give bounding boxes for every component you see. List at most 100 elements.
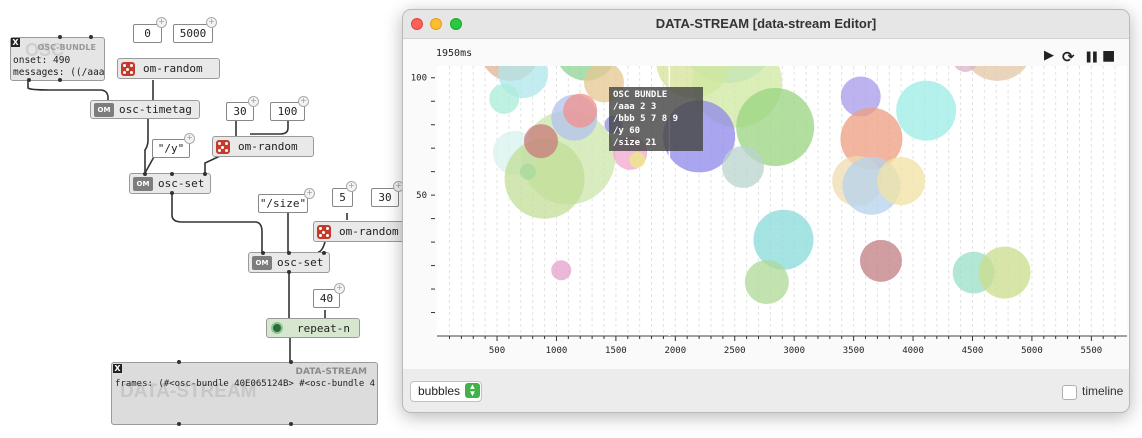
add-input-icon[interactable]: + [206, 17, 217, 28]
x-tick-label: 5000 [1021, 346, 1043, 356]
bubble[interactable] [563, 93, 598, 128]
number-value: 100 [277, 105, 298, 118]
string-box-y[interactable]: "/y" [152, 139, 190, 158]
display-mode-select[interactable]: bubbles ▲ ▼ [410, 381, 482, 402]
bubble[interactable] [629, 151, 646, 168]
box-label: repeat-n [297, 321, 350, 335]
dice-icon [216, 139, 230, 154]
stop-icon[interactable]: ■ [1102, 48, 1116, 64]
x-tick-label: 1000 [546, 346, 568, 356]
number-value: 40 [319, 292, 334, 305]
add-input-icon[interactable]: + [304, 188, 315, 199]
x-tick-label: 1500 [605, 346, 627, 356]
data-stream-frames: frames: (#<osc-bundle 40E065124B> #<osc-… [115, 379, 376, 389]
om-icon: OM [133, 176, 153, 191]
osc-bundle-onset: onset: 490 [13, 55, 71, 66]
close-icon[interactable]: X [11, 38, 20, 47]
bubble[interactable] [741, 39, 761, 45]
bubble[interactable] [806, 39, 880, 65]
bubble[interactable] [840, 76, 881, 117]
number-box-min[interactable]: 5 [332, 188, 353, 207]
number-value: 30 [378, 191, 392, 204]
x-tick-label: 4000 [902, 346, 924, 356]
tooltip-line: /aaa 2 3 [613, 102, 657, 112]
bubble[interactable] [952, 46, 978, 72]
om-random-box-y[interactable]: om-random [212, 136, 314, 157]
repeat-n-box[interactable]: repeat-n [266, 318, 360, 338]
bubble-chart[interactable]: 500 1000 1500 2000 2500 3000 3500 4000 4500 5000 5… [403, 39, 1129, 369]
osc-bundle-box[interactable]: OSC X OSC-BUNDLE onset: 490 messages: ((… [10, 37, 105, 81]
bubble[interactable] [504, 138, 585, 219]
bubble[interactable] [753, 209, 814, 270]
tooltip-line: OSC BUNDLE [613, 90, 668, 100]
osc-timetag-box[interactable]: OM osc-timetag [90, 100, 200, 119]
play-icon[interactable]: ▶ [1044, 48, 1054, 63]
data-stream-ghost: DATA-STREAM [120, 381, 257, 402]
number-box-max[interactable]: 5000 [173, 24, 213, 43]
bundle-tooltip: OSC BUNDLE /aaa 2 3 /bbb 5 7 8 9 /y 60 /… [609, 87, 703, 151]
loop-icon[interactable]: ⟳ [1062, 48, 1075, 66]
string-value: "/size" [259, 197, 307, 210]
add-input-icon[interactable]: + [346, 181, 357, 192]
om-random-box-onset[interactable]: om-random [117, 58, 220, 79]
window-titlebar: DATA-STREAM [data-stream Editor] [403, 10, 1129, 39]
bubble[interactable] [519, 163, 536, 180]
window-title: DATA-STREAM [data-stream Editor] [655, 16, 877, 31]
number-box-max[interactable]: 30 [371, 188, 399, 207]
osc-set-box-y[interactable]: OM osc-set [129, 173, 211, 194]
add-input-icon[interactable]: + [298, 96, 309, 107]
osc-bundle-ghost: OSC [25, 40, 65, 60]
bubble[interactable] [722, 145, 765, 188]
bubble-plot-area[interactable]: 1950ms ▶ ⟳ ❚❚ ■ 500 1000 1500 2000 2500 3000 3… [403, 39, 1129, 369]
bubble[interactable] [942, 39, 1000, 64]
timeline-checkbox[interactable] [1062, 385, 1077, 400]
bubble[interactable] [824, 39, 862, 47]
minimize-window-button[interactable] [430, 18, 442, 30]
bubble[interactable] [961, 39, 1033, 81]
bubble[interactable] [840, 107, 903, 170]
number-box-max[interactable]: 100 [270, 102, 305, 121]
pause-icon[interactable]: ❚❚ [1084, 50, 1100, 63]
bubble[interactable] [474, 39, 504, 65]
bubble[interactable] [736, 88, 815, 167]
om-icon: OM [252, 255, 272, 270]
data-stream-editor-window: DATA-STREAM [data-stream Editor] 1950ms … [402, 9, 1130, 413]
bubble[interactable] [978, 246, 1031, 299]
patch-connections [27, 80, 348, 362]
add-input-icon[interactable]: + [334, 283, 345, 294]
om-random-box-size[interactable]: om-random [313, 221, 406, 242]
number-box-min[interactable]: 0 [133, 24, 162, 43]
bubble[interactable] [551, 260, 572, 281]
number-box-min[interactable]: 30 [226, 102, 254, 121]
data-stream-box[interactable]: DATA-STREAM X DATA-STREAM frames: (#<osc… [111, 362, 378, 425]
string-box-size[interactable]: "/size" [258, 194, 308, 213]
bubble[interactable] [896, 80, 957, 141]
close-icon[interactable]: X [113, 364, 122, 373]
y-tick-label: 50 [416, 191, 427, 201]
x-tick-label: 5500 [1080, 346, 1102, 356]
tooltip-line: /size 21 [613, 138, 657, 148]
data-stream-title: DATA-STREAM [295, 367, 368, 377]
box-label: osc-set [158, 177, 205, 190]
zoom-window-button[interactable] [450, 18, 462, 30]
bubble[interactable] [859, 239, 902, 282]
add-input-icon[interactable]: + [184, 133, 195, 144]
bubble[interactable] [877, 157, 926, 206]
close-window-button[interactable] [411, 18, 423, 30]
tooltip-line: /y 60 [613, 126, 641, 136]
bubble[interactable] [744, 260, 789, 304]
box-label: om-random [143, 62, 203, 75]
osc-bundle-title: OSC-BUNDLE [37, 43, 96, 52]
time-cursor-readout: 1950ms [436, 48, 473, 59]
box-label: osc-set [277, 256, 324, 269]
x-tick-label: 2500 [724, 346, 746, 356]
timeline-label: timeline [1082, 384, 1124, 398]
number-value: 30 [233, 105, 247, 118]
add-input-icon[interactable]: + [156, 17, 167, 28]
x-tick-label: 3000 [783, 346, 805, 356]
repeat-icon [271, 322, 283, 334]
bubble[interactable] [524, 124, 559, 159]
add-input-icon[interactable]: + [248, 96, 259, 107]
bubble[interactable] [489, 83, 520, 114]
number-box-repeat[interactable]: 40 [313, 289, 340, 308]
